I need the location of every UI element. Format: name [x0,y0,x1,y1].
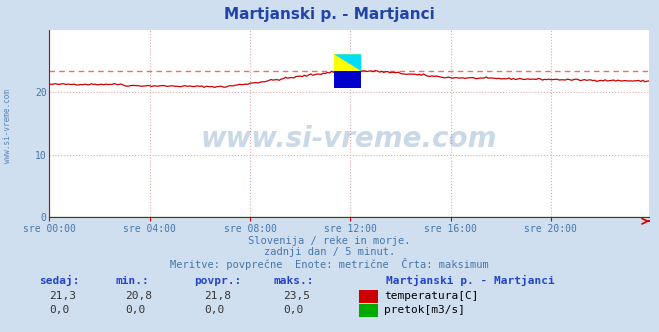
Text: 0,0: 0,0 [204,305,225,315]
Text: Martjanski p. - Martjanci: Martjanski p. - Martjanci [224,7,435,23]
Text: temperatura[C]: temperatura[C] [384,291,478,301]
Polygon shape [334,71,361,88]
Text: pretok[m3/s]: pretok[m3/s] [384,305,465,315]
Text: 0,0: 0,0 [125,305,146,315]
Text: povpr.:: povpr.: [194,276,242,286]
Text: sedaj:: sedaj: [40,275,80,286]
Text: www.si-vreme.com: www.si-vreme.com [201,125,498,153]
Text: Slovenija / reke in morje.: Slovenija / reke in morje. [248,236,411,246]
Text: 0,0: 0,0 [49,305,70,315]
Text: 21,3: 21,3 [49,291,76,301]
Text: Meritve: povprečne  Enote: metrične  Črta: maksimum: Meritve: povprečne Enote: metrične Črta:… [170,258,489,270]
Text: min.:: min.: [115,276,149,286]
Text: 23,5: 23,5 [283,291,310,301]
Polygon shape [334,54,361,71]
Text: 0,0: 0,0 [283,305,304,315]
Text: maks.:: maks.: [273,276,314,286]
Polygon shape [334,54,361,71]
Text: 20,8: 20,8 [125,291,152,301]
Text: www.si-vreme.com: www.si-vreme.com [3,89,13,163]
Text: zadnji dan / 5 minut.: zadnji dan / 5 minut. [264,247,395,257]
Text: 21,8: 21,8 [204,291,231,301]
Text: Martjanski p. - Martjanci: Martjanski p. - Martjanci [386,275,554,286]
